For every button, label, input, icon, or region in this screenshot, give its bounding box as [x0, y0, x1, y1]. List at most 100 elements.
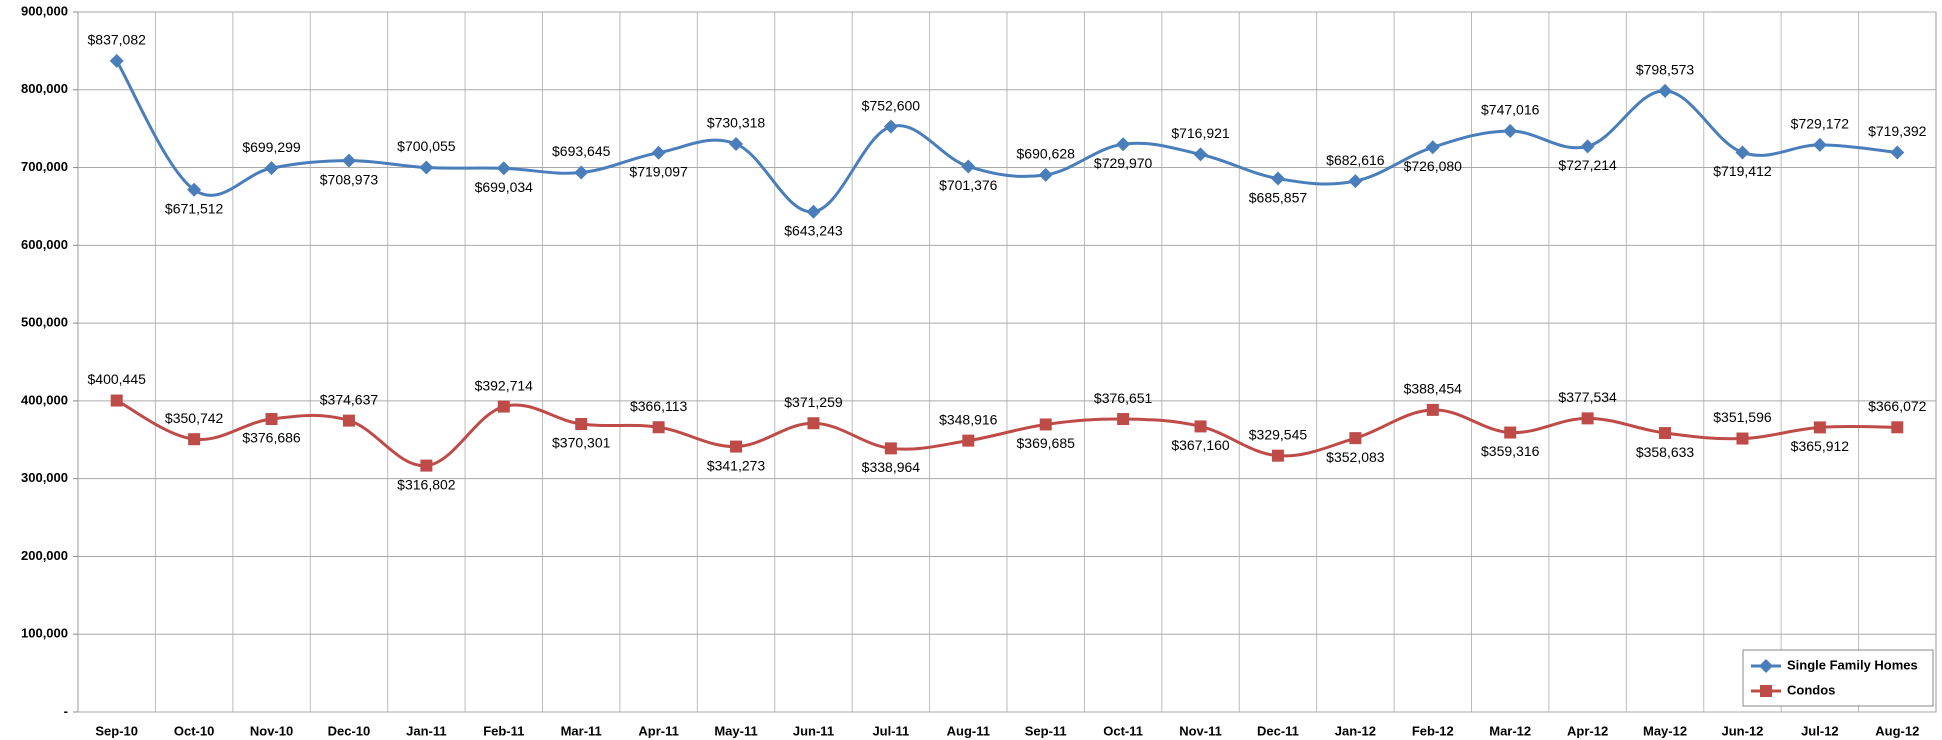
y-tick-label: 700,000 — [21, 159, 68, 174]
marker — [1349, 432, 1362, 445]
marker — [1580, 139, 1595, 154]
data-label: $719,412 — [1713, 163, 1772, 179]
marker — [1813, 421, 1826, 434]
y-tick-label: 300,000 — [21, 470, 68, 485]
marker — [1426, 403, 1439, 416]
data-label: $376,651 — [1094, 390, 1153, 406]
data-label: $726,080 — [1404, 158, 1463, 174]
data-label: $350,742 — [165, 410, 224, 426]
data-label: $316,802 — [397, 476, 456, 492]
x-tick-label: Jul-12 — [1801, 723, 1839, 738]
marker — [651, 145, 666, 160]
marker — [264, 161, 279, 176]
data-label: $348,916 — [939, 411, 998, 427]
y-tick-label: 400,000 — [21, 392, 68, 407]
y-tick-label: 600,000 — [21, 237, 68, 252]
marker — [1890, 145, 1905, 160]
x-tick-label: Sep-11 — [1025, 723, 1067, 738]
marker — [1503, 123, 1518, 138]
x-tick-label: Feb-11 — [483, 723, 524, 738]
marker — [1812, 137, 1827, 152]
data-label: $752,600 — [862, 97, 921, 113]
marker — [1039, 418, 1052, 431]
x-tick-label: Feb-12 — [1412, 723, 1454, 738]
data-label: $338,964 — [862, 459, 921, 475]
x-tick-label: Mar-12 — [1489, 723, 1531, 738]
marker — [341, 153, 356, 168]
data-label: $400,445 — [88, 371, 147, 387]
x-tick-label: Aug-11 — [947, 723, 990, 738]
data-label: $729,970 — [1094, 155, 1153, 171]
y-tick-label: 500,000 — [21, 315, 68, 330]
marker — [1116, 137, 1131, 152]
marker — [1348, 174, 1363, 189]
marker — [1425, 140, 1440, 155]
data-label: $367,160 — [1171, 437, 1230, 453]
x-tick-label: Mar-11 — [561, 723, 602, 738]
x-tick-label: Jun-12 — [1722, 723, 1764, 738]
data-label: $329,545 — [1249, 426, 1308, 442]
data-label: $388,454 — [1404, 381, 1463, 397]
data-label: $701,376 — [939, 177, 998, 193]
data-label: $708,973 — [320, 171, 379, 187]
marker — [187, 182, 202, 197]
marker — [1658, 83, 1673, 98]
marker — [962, 434, 975, 447]
data-label: $690,628 — [1017, 146, 1076, 162]
x-tick-label: Dec-10 — [328, 723, 371, 738]
data-label: $693,645 — [552, 143, 611, 159]
marker — [1270, 171, 1285, 186]
data-label: $365,912 — [1791, 438, 1850, 454]
y-tick-label: 900,000 — [21, 3, 68, 18]
marker — [575, 417, 588, 430]
marker — [1659, 427, 1672, 440]
data-label: $359,316 — [1481, 443, 1540, 459]
marker — [1271, 449, 1284, 462]
legend-label: Single Family Homes — [1787, 657, 1918, 672]
data-label: $682,616 — [1326, 152, 1385, 168]
x-tick-label: Apr-11 — [638, 723, 678, 738]
x-tick-label: Jan-12 — [1335, 723, 1376, 738]
marker — [1193, 147, 1208, 162]
legend: Single Family Homes Condos — [1742, 649, 1934, 707]
marker — [1194, 420, 1207, 433]
marker — [110, 394, 123, 407]
data-label: $369,685 — [1017, 435, 1076, 451]
marker — [497, 400, 510, 413]
marker — [730, 440, 743, 453]
data-label: $392,714 — [475, 377, 534, 393]
data-label: $699,034 — [475, 179, 534, 195]
x-tick-label: Apr-12 — [1567, 723, 1608, 738]
x-tick-label: Jun-11 — [793, 723, 834, 738]
x-tick-label: Nov-10 — [250, 723, 293, 738]
marker — [806, 204, 821, 219]
data-label: $366,113 — [630, 398, 688, 414]
marker — [961, 159, 976, 174]
data-label: $370,301 — [552, 435, 611, 451]
data-label: $376,686 — [242, 430, 301, 446]
data-label: $374,637 — [320, 391, 379, 407]
marker — [883, 119, 898, 134]
data-label: $837,082 — [88, 32, 147, 48]
marker — [1038, 167, 1053, 182]
y-tick-label: - — [64, 703, 68, 718]
x-tick-label: May-11 — [714, 723, 757, 738]
data-label: $671,512 — [165, 200, 224, 216]
data-label: $685,857 — [1249, 189, 1308, 205]
marker — [652, 421, 665, 434]
x-tick-label: Jul-11 — [872, 723, 909, 738]
data-label: $351,596 — [1713, 409, 1772, 425]
data-label: $716,921 — [1171, 125, 1230, 141]
data-label: $358,633 — [1636, 444, 1695, 460]
legend-label: Condos — [1787, 682, 1835, 697]
data-label: $730,318 — [707, 115, 766, 131]
y-tick-label: 100,000 — [21, 626, 68, 641]
marker — [420, 459, 433, 472]
data-label: $377,534 — [1558, 389, 1617, 405]
data-label: $352,083 — [1326, 449, 1385, 465]
marker — [419, 160, 434, 175]
data-label: $341,273 — [707, 457, 766, 473]
x-tick-label: Nov-11 — [1179, 723, 1222, 738]
x-tick-label: May-12 — [1643, 723, 1687, 738]
marker — [1760, 685, 1772, 697]
